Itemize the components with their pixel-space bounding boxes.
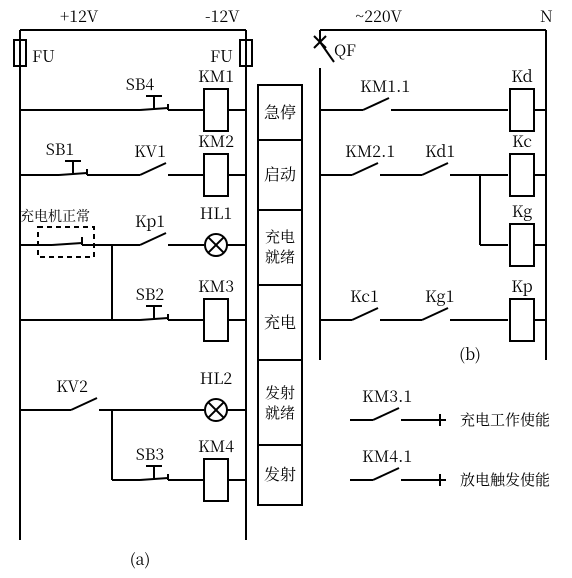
label-p12v: +12V bbox=[60, 4, 99, 27]
label-sb2: SB2 bbox=[136, 282, 165, 305]
func-charge: 充电 bbox=[264, 310, 296, 333]
label-sb4: SB4 bbox=[126, 72, 155, 95]
label-km31: KM3.1 bbox=[362, 384, 412, 407]
label-sub-b: (b) bbox=[459, 342, 481, 365]
label-km21: KM2.1 bbox=[345, 139, 395, 162]
label-km1: KM1 bbox=[198, 64, 234, 87]
label-charger-ok: 充电机正常 bbox=[20, 206, 90, 226]
label-km41-note: 放电触发使能 bbox=[460, 469, 550, 490]
label-hl2: HL2 bbox=[200, 366, 233, 389]
label-220v: ~220V bbox=[355, 4, 403, 27]
func-start: 启动 bbox=[264, 162, 296, 185]
func-chg-rdy1: 充电 bbox=[265, 226, 295, 247]
label-sub-a: (a) bbox=[130, 547, 151, 570]
label-km2: KM2 bbox=[198, 129, 234, 152]
label-kg1: Kg1 bbox=[425, 284, 454, 307]
label-kv2: KV2 bbox=[56, 374, 88, 397]
label-sb3: SB3 bbox=[136, 442, 164, 465]
label-kp1: Kp1 bbox=[135, 209, 165, 232]
func-fire: 发射 bbox=[264, 462, 296, 485]
func-chg-rdy2: 就绪 bbox=[265, 246, 295, 267]
label-fu-left: FU bbox=[32, 44, 55, 67]
label-qf: QF bbox=[334, 38, 356, 61]
label-km3: KM3 bbox=[198, 274, 234, 297]
label-kc: Kc bbox=[512, 129, 532, 152]
label-kp: Kp bbox=[511, 274, 532, 297]
func-estop: 急停 bbox=[264, 100, 296, 123]
label-kd: Kd bbox=[511, 64, 532, 87]
label-n: N bbox=[540, 4, 553, 27]
label-n12v: -12V bbox=[205, 4, 240, 27]
label-kg: Kg bbox=[512, 199, 533, 222]
func-fire-rdy2: 就绪 bbox=[265, 402, 295, 423]
func-fire-rdy1: 发射 bbox=[265, 382, 295, 403]
label-kv1: KV1 bbox=[134, 139, 166, 162]
label-hl1: HL1 bbox=[200, 201, 232, 224]
label-km41: KM4.1 bbox=[362, 444, 412, 467]
label-kd1: Kd1 bbox=[425, 139, 455, 162]
label-km4: KM4 bbox=[198, 434, 234, 457]
label-km31-note: 充电工作使能 bbox=[460, 409, 550, 430]
label-sb1: SB1 bbox=[46, 137, 74, 160]
label-km11: KM1.1 bbox=[360, 74, 410, 97]
label-kc1: Kc1 bbox=[350, 284, 379, 307]
